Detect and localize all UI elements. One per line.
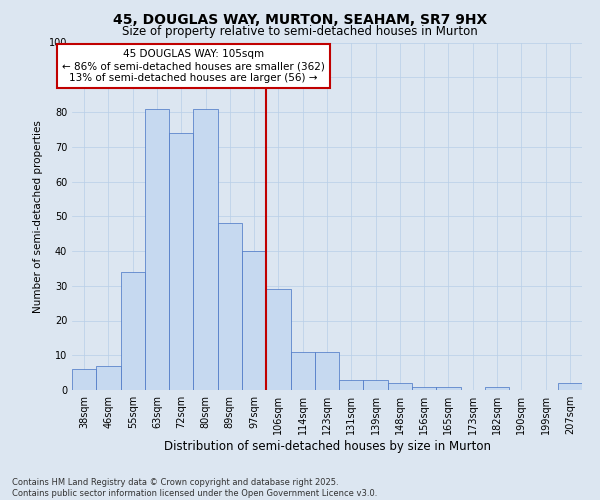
Bar (485, 386, 509, 390)
Bar (218, 223, 242, 390)
Bar (315, 352, 339, 390)
Bar (364, 380, 388, 390)
Bar (388, 383, 412, 390)
Bar (436, 386, 461, 390)
Bar (72, 369, 96, 390)
Bar (193, 108, 218, 390)
Bar (169, 133, 193, 390)
Text: 45 DOUGLAS WAY: 105sqm
← 86% of semi-detached houses are smaller (362)
13% of se: 45 DOUGLAS WAY: 105sqm ← 86% of semi-det… (62, 50, 325, 82)
Bar (412, 386, 436, 390)
Y-axis label: Number of semi-detached properties: Number of semi-detached properties (33, 120, 43, 312)
Text: 45, DOUGLAS WAY, MURTON, SEAHAM, SR7 9HX: 45, DOUGLAS WAY, MURTON, SEAHAM, SR7 9HX (113, 12, 487, 26)
Text: Size of property relative to semi-detached houses in Murton: Size of property relative to semi-detach… (122, 25, 478, 38)
Bar (339, 380, 364, 390)
Bar (121, 272, 145, 390)
Bar (96, 366, 121, 390)
X-axis label: Distribution of semi-detached houses by size in Murton: Distribution of semi-detached houses by … (163, 440, 491, 453)
Bar (242, 251, 266, 390)
Bar (266, 289, 290, 390)
Bar (145, 108, 169, 390)
Bar (558, 383, 582, 390)
Bar (290, 352, 315, 390)
Text: Contains HM Land Registry data © Crown copyright and database right 2025.
Contai: Contains HM Land Registry data © Crown c… (12, 478, 377, 498)
